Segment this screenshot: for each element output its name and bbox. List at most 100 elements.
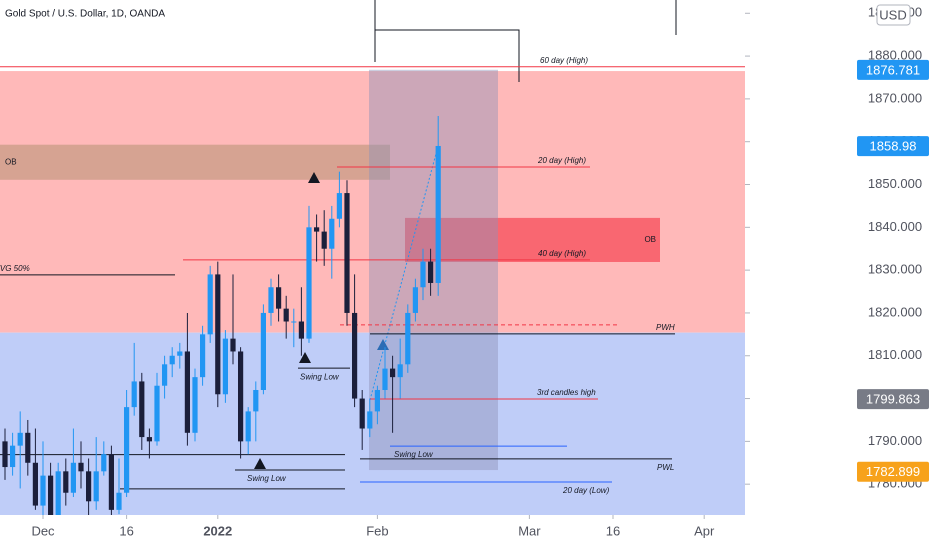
level-label: 40 day (High)	[538, 249, 586, 258]
level-label: Swing Low	[394, 450, 434, 459]
y-tick-label: 1870.000	[868, 90, 922, 105]
candle-body	[108, 454, 114, 510]
candle-body	[63, 471, 69, 493]
level-label: PWL	[657, 463, 674, 472]
candle-body	[25, 432, 31, 463]
candle-body	[154, 385, 160, 442]
y-tick-label: 1830.000	[868, 262, 922, 277]
y-tick-label: 1790.000	[868, 433, 922, 448]
price-badge-label: 1858.98	[870, 139, 917, 154]
candle-body	[169, 355, 175, 365]
candle-body	[253, 389, 259, 412]
candle-body	[382, 368, 388, 390]
candle-body	[298, 321, 304, 339]
y-tick-label: 1880.000	[868, 48, 922, 63]
level-label: 60 day (High)	[540, 56, 588, 65]
candle-body	[131, 381, 137, 408]
candle-body	[207, 274, 213, 335]
level-label: 3rd candles high	[537, 388, 596, 397]
x-tick-label: 16	[119, 523, 133, 538]
price-badge-label: 1799.863	[866, 392, 920, 407]
candle-body	[420, 261, 426, 288]
drawing-line	[374, 0, 677, 82]
x-tick-label: Feb	[366, 523, 388, 538]
time-axis-bg	[0, 515, 745, 550]
level-label: FVG 50%	[0, 264, 30, 273]
candle-body	[344, 193, 350, 313]
candle-body	[177, 351, 183, 356]
candle-body	[405, 312, 411, 365]
candle-body	[184, 351, 190, 433]
price-badge-label: 1782.899	[866, 464, 920, 479]
candle-body	[85, 471, 92, 502]
candle-body	[40, 475, 46, 506]
candle-body	[192, 377, 198, 433]
candle-body	[47, 475, 54, 515]
candle-body	[291, 321, 297, 323]
chart-title: Gold Spot / U.S. Dollar, 1D, OANDA	[5, 9, 165, 20]
price-axis-bg	[745, 0, 932, 550]
candle-body	[367, 411, 373, 429]
price-badge	[857, 59, 929, 80]
zone-label: OB	[5, 157, 17, 166]
y-tick-label: 1810.000	[868, 347, 922, 362]
price-badge-label: 1876.781	[866, 62, 920, 77]
candle-body	[123, 407, 130, 493]
y-tick-label: 1850.000	[868, 176, 922, 191]
candle-body	[17, 432, 23, 446]
level-label: PWH	[656, 323, 675, 332]
x-tick-label: 2022	[203, 523, 232, 538]
candle-body	[70, 462, 76, 493]
candle-body	[237, 351, 244, 442]
candle-body	[139, 381, 145, 438]
candle-body	[78, 462, 84, 472]
candle-body	[374, 389, 380, 412]
candle-body	[199, 334, 206, 378]
level-label: 20 day (High)	[537, 156, 586, 165]
zone-label: OB	[644, 235, 656, 244]
candle-body	[116, 492, 122, 510]
candle-body	[435, 145, 441, 283]
candle-body	[32, 462, 39, 506]
candle-body	[245, 411, 251, 442]
y-tick-label: 1840.000	[868, 219, 922, 234]
candle-body	[268, 287, 274, 313]
currency-badge	[876, 4, 911, 26]
candle-body	[215, 274, 221, 395]
candle-body	[283, 308, 289, 322]
candle-body	[389, 368, 396, 378]
dotted-line	[369, 149, 438, 401]
candle-body	[427, 261, 434, 283]
candle-body	[146, 437, 152, 442]
candle-body	[321, 231, 327, 249]
level-label: Swing Low	[247, 474, 287, 483]
price-badge	[857, 461, 929, 482]
candle-body	[260, 312, 266, 390]
plot-area: OB OB 60 day (High) 20 day (High) 40 day (Hi…	[0, 0, 745, 515]
x-tick-label: Mar	[518, 523, 541, 538]
level-label: Swing Low	[300, 372, 340, 381]
candle-body	[329, 218, 335, 249]
zone	[369, 69, 498, 471]
zone	[0, 71, 745, 333]
candle-body	[101, 454, 107, 472]
candle-body	[161, 364, 168, 386]
zone	[405, 217, 660, 262]
x-tick-label: Apr	[694, 523, 715, 538]
candle-body	[230, 338, 236, 352]
candle-body	[93, 471, 99, 502]
y-tick-label: 1820.000	[868, 304, 922, 319]
warning-icon	[377, 339, 389, 350]
candle-body	[412, 287, 418, 313]
candle-body	[359, 398, 365, 429]
candle-body	[336, 193, 342, 219]
candle-body	[2, 441, 8, 468]
candle-body	[275, 287, 282, 309]
x-tick-label: 16	[606, 523, 620, 538]
candle-body	[313, 227, 320, 232]
candle-body	[222, 338, 228, 395]
price-badge	[857, 389, 929, 410]
x-tick-label: Dec	[31, 523, 55, 538]
